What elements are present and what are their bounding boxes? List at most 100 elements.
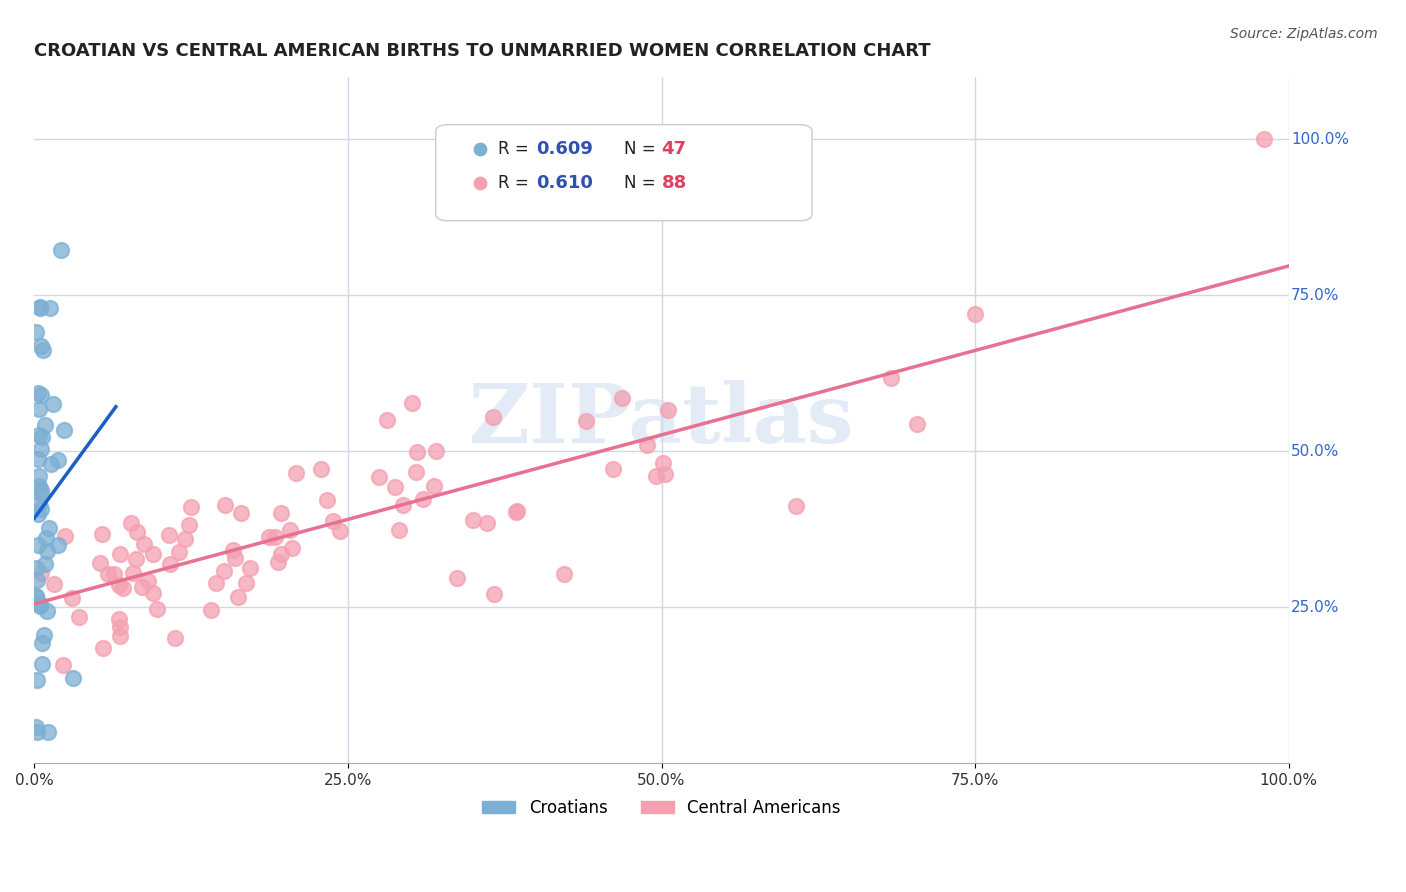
Point bbox=[91, 641, 114, 656]
Point bbox=[37, 544, 59, 558]
Text: 0.610: 0.610 bbox=[536, 174, 593, 192]
Point bbox=[31, 636, 53, 650]
Point bbox=[285, 467, 308, 481]
Point bbox=[103, 566, 125, 581]
Point bbox=[39, 457, 62, 471]
Point bbox=[142, 585, 165, 599]
Point bbox=[125, 525, 148, 540]
Text: 75.0%: 75.0% bbox=[1291, 287, 1340, 302]
Point bbox=[24, 720, 46, 734]
Point bbox=[652, 457, 675, 471]
Legend: Croatians, Central Americans: Croatians, Central Americans bbox=[475, 792, 848, 823]
Point bbox=[125, 552, 148, 566]
Point bbox=[146, 602, 169, 616]
Point bbox=[24, 590, 46, 604]
Text: 88: 88 bbox=[661, 174, 686, 192]
Text: Source: ZipAtlas.com: Source: ZipAtlas.com bbox=[1230, 27, 1378, 41]
Point bbox=[60, 591, 83, 605]
Point bbox=[67, 609, 90, 624]
Point bbox=[24, 561, 46, 575]
Point bbox=[785, 500, 807, 514]
Point bbox=[30, 338, 52, 352]
Point bbox=[142, 547, 165, 561]
Point bbox=[477, 516, 499, 530]
Point bbox=[132, 537, 155, 551]
Point bbox=[425, 444, 447, 458]
Point bbox=[37, 604, 59, 618]
Point bbox=[214, 498, 236, 512]
Point bbox=[180, 500, 202, 514]
Point bbox=[405, 465, 427, 479]
Point bbox=[28, 469, 51, 483]
Point bbox=[62, 671, 84, 685]
Point bbox=[316, 492, 339, 507]
Point bbox=[28, 301, 51, 315]
Point bbox=[235, 575, 257, 590]
Text: 100.0%: 100.0% bbox=[1291, 131, 1350, 146]
Point bbox=[30, 442, 52, 456]
Point bbox=[131, 580, 153, 594]
Point bbox=[965, 307, 987, 321]
Text: 25.0%: 25.0% bbox=[1291, 599, 1340, 615]
Text: R =: R = bbox=[499, 174, 534, 192]
Point bbox=[24, 326, 46, 340]
Point bbox=[53, 423, 76, 437]
Point bbox=[28, 428, 51, 442]
Point bbox=[28, 479, 51, 493]
Point bbox=[28, 402, 51, 417]
Point bbox=[120, 516, 142, 530]
Point bbox=[505, 504, 527, 518]
Point bbox=[375, 413, 398, 427]
Point bbox=[205, 576, 228, 591]
Point bbox=[267, 555, 290, 569]
Point bbox=[53, 529, 76, 543]
Point bbox=[37, 725, 59, 739]
Point bbox=[468, 197, 491, 211]
Point bbox=[108, 612, 131, 626]
Point bbox=[38, 301, 60, 315]
Point bbox=[645, 468, 668, 483]
Point bbox=[482, 410, 505, 425]
Point bbox=[122, 566, 145, 580]
Text: CROATIAN VS CENTRAL AMERICAN BIRTHS TO UNMARRIED WOMEN CORRELATION CHART: CROATIAN VS CENTRAL AMERICAN BIRTHS TO U… bbox=[34, 42, 931, 60]
Point bbox=[110, 629, 132, 643]
Point bbox=[654, 467, 676, 482]
Point bbox=[30, 566, 52, 580]
Point bbox=[27, 538, 49, 552]
Point bbox=[463, 513, 485, 527]
Point bbox=[52, 657, 75, 672]
Text: N =: N = bbox=[624, 174, 661, 192]
Point bbox=[553, 567, 575, 582]
Point bbox=[97, 566, 120, 581]
Point bbox=[51, 243, 73, 257]
Point bbox=[32, 628, 55, 642]
Point bbox=[482, 587, 505, 601]
Point bbox=[177, 518, 200, 533]
Point bbox=[657, 402, 679, 417]
Point bbox=[27, 507, 49, 521]
Point bbox=[30, 300, 52, 314]
Point bbox=[24, 590, 46, 604]
Point bbox=[401, 396, 423, 410]
Point bbox=[200, 603, 222, 617]
Point bbox=[30, 599, 52, 614]
Point bbox=[27, 451, 49, 466]
Point bbox=[905, 417, 928, 431]
Text: 50.0%: 50.0% bbox=[1291, 443, 1340, 458]
Point bbox=[610, 391, 633, 405]
Point bbox=[31, 657, 53, 671]
Point bbox=[30, 502, 52, 516]
Point bbox=[30, 388, 52, 402]
Point bbox=[167, 545, 190, 559]
Point bbox=[224, 551, 246, 566]
Point bbox=[406, 445, 429, 459]
Point bbox=[388, 523, 411, 537]
Point bbox=[25, 573, 48, 587]
Point bbox=[264, 530, 287, 544]
Point bbox=[89, 556, 111, 570]
Point bbox=[446, 571, 468, 585]
Point bbox=[329, 524, 352, 538]
Point bbox=[34, 417, 56, 432]
Point bbox=[1253, 132, 1275, 146]
Point bbox=[111, 581, 134, 595]
